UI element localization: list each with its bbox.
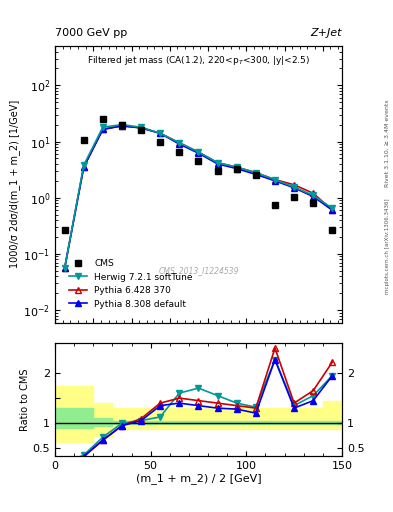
Y-axis label: 1000/σ 2dσ/d(m_1 + m_2) [1/GeV]: 1000/σ 2dσ/d(m_1 + m_2) [1/GeV] — [9, 100, 20, 268]
Text: Filtered jet mass (CA(1.2), 220<p$_T$<300, |y|<2.5): Filtered jet mass (CA(1.2), 220<p$_T$<30… — [87, 54, 310, 68]
Pythia 6.428 370 — [330, 207, 335, 214]
Herwig 7.2.1 softTune — [101, 124, 105, 130]
Pythia 6.428 370 — [62, 265, 67, 271]
CMS — [119, 121, 124, 127]
Line: CMS: CMS — [61, 116, 336, 233]
Herwig 7.2.1 softTune — [158, 130, 163, 136]
Text: 7000 GeV pp: 7000 GeV pp — [55, 28, 127, 38]
Text: Rivet 3.1.10, ≥ 3.4M events: Rivet 3.1.10, ≥ 3.4M events — [385, 99, 389, 187]
CMS — [253, 173, 258, 179]
Herwig 7.2.1 softTune — [273, 177, 277, 183]
Text: CMS_2013_I1224539: CMS_2013_I1224539 — [158, 267, 239, 275]
Pythia 6.428 370 — [139, 125, 143, 131]
CMS — [81, 137, 86, 143]
CMS — [234, 166, 239, 173]
Herwig 7.2.1 softTune — [330, 205, 335, 211]
Herwig 7.2.1 softTune — [234, 164, 239, 170]
Herwig 7.2.1 softTune — [253, 169, 258, 176]
Herwig 7.2.1 softTune — [62, 265, 67, 271]
Pythia 6.428 370 — [177, 140, 182, 146]
CMS — [101, 116, 105, 122]
Pythia 6.428 370 — [101, 126, 105, 133]
Pythia 8.308 default — [101, 126, 105, 133]
Line: Pythia 8.308 default: Pythia 8.308 default — [61, 123, 336, 272]
Line: Herwig 7.2.1 softTune: Herwig 7.2.1 softTune — [61, 121, 336, 272]
Herwig 7.2.1 softTune — [311, 193, 316, 199]
Pythia 8.308 default — [292, 185, 296, 191]
CMS — [273, 202, 277, 208]
Herwig 7.2.1 softTune — [119, 121, 124, 127]
Pythia 8.308 default — [273, 178, 277, 184]
CMS — [62, 227, 67, 233]
Text: Z+Jet: Z+Jet — [310, 28, 342, 38]
CMS — [292, 194, 296, 200]
Herwig 7.2.1 softTune — [81, 162, 86, 168]
Pythia 6.428 370 — [119, 123, 124, 129]
Pythia 8.308 default — [119, 123, 124, 129]
Pythia 6.428 370 — [196, 149, 201, 155]
CMS — [177, 149, 182, 155]
Pythia 8.308 default — [177, 141, 182, 147]
Pythia 8.308 default — [234, 165, 239, 172]
Herwig 7.2.1 softTune — [292, 184, 296, 190]
CMS — [311, 200, 316, 206]
Pythia 6.428 370 — [215, 160, 220, 166]
Pythia 6.428 370 — [81, 164, 86, 170]
CMS — [139, 127, 143, 133]
Legend: CMS, Herwig 7.2.1 softTune, Pythia 6.428 370, Pythia 8.308 default: CMS, Herwig 7.2.1 softTune, Pythia 6.428… — [65, 256, 196, 312]
Y-axis label: Ratio to CMS: Ratio to CMS — [20, 368, 30, 431]
Pythia 8.308 default — [330, 207, 335, 214]
Pythia 8.308 default — [62, 265, 67, 271]
Pythia 8.308 default — [215, 161, 220, 167]
Pythia 8.308 default — [81, 164, 86, 170]
Pythia 6.428 370 — [234, 164, 239, 170]
CMS — [196, 158, 201, 164]
CMS — [158, 138, 163, 144]
Pythia 8.308 default — [158, 130, 163, 136]
Herwig 7.2.1 softTune — [196, 149, 201, 155]
CMS — [215, 168, 220, 174]
Herwig 7.2.1 softTune — [177, 140, 182, 146]
Pythia 6.428 370 — [311, 190, 316, 196]
Pythia 8.308 default — [196, 150, 201, 156]
Herwig 7.2.1 softTune — [215, 160, 220, 166]
Herwig 7.2.1 softTune — [139, 124, 143, 130]
Pythia 8.308 default — [253, 172, 258, 178]
Pythia 6.428 370 — [253, 169, 258, 176]
Pythia 6.428 370 — [273, 177, 277, 183]
Pythia 8.308 default — [311, 194, 316, 200]
Pythia 8.308 default — [139, 125, 143, 131]
Pythia 6.428 370 — [158, 130, 163, 136]
CMS — [330, 227, 335, 233]
Pythia 6.428 370 — [292, 182, 296, 188]
X-axis label: (m_1 + m_2) / 2 [GeV]: (m_1 + m_2) / 2 [GeV] — [136, 473, 261, 484]
Text: mcplots.cern.ch [arXiv:1306.3436]: mcplots.cern.ch [arXiv:1306.3436] — [385, 198, 389, 293]
Line: Pythia 6.428 370: Pythia 6.428 370 — [61, 123, 336, 272]
